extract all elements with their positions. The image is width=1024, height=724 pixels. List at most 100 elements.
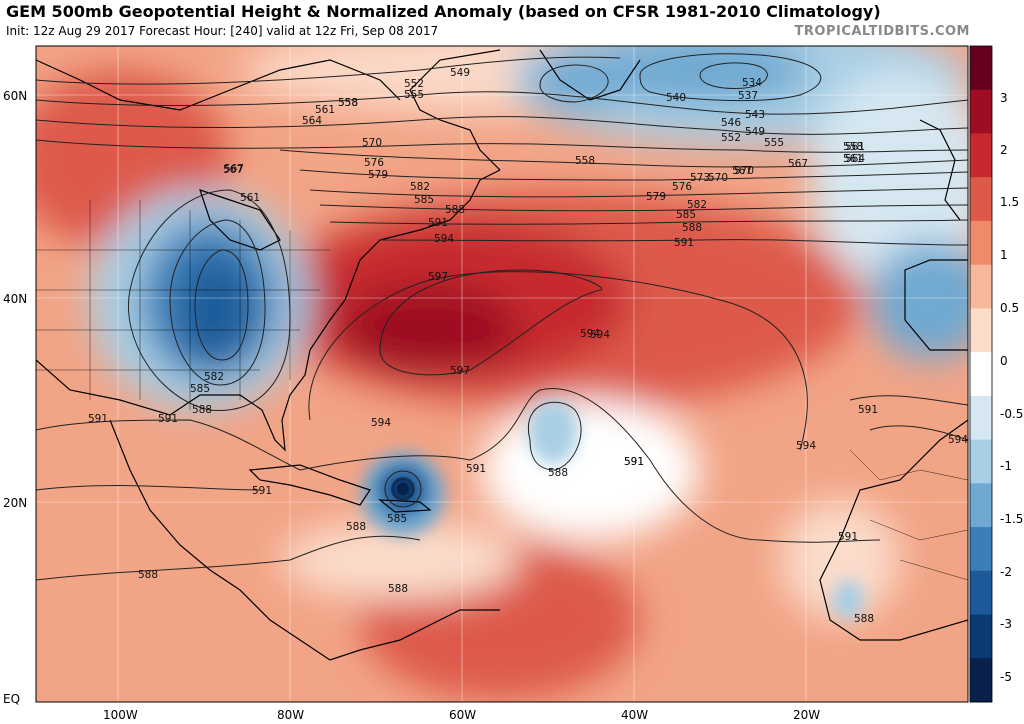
- map-frame: [35, 45, 969, 703]
- colorbar-swatch: [970, 483, 992, 528]
- contour-label: 591: [674, 237, 694, 249]
- contour-label: 567: [732, 165, 752, 177]
- colorbar-label: 2: [1000, 143, 1008, 157]
- colorbar-swatch: [970, 395, 992, 441]
- colorbar-swatch: [970, 46, 992, 91]
- contour-label: 594: [796, 440, 816, 452]
- contour-label: 588: [388, 583, 408, 595]
- contour-label: 585: [414, 194, 434, 206]
- contour-label: 597: [428, 271, 448, 283]
- contour-label: 588: [854, 613, 874, 625]
- colorbar-swatch: [970, 352, 992, 397]
- map-subtitle: Init: 12z Aug 29 2017 Forecast Hour: [24…: [6, 24, 439, 38]
- site-watermark: TROPICALTIDBITS.COM: [794, 24, 970, 39]
- contour-label: 588: [346, 521, 366, 533]
- contour-label: 582: [687, 199, 707, 211]
- colorbar-label: 3: [1000, 91, 1008, 105]
- contour-label: 591: [624, 456, 644, 468]
- contour-label: 576: [364, 157, 384, 169]
- contour-label: 561: [240, 192, 260, 204]
- colorbar-label: -5: [1000, 670, 1012, 684]
- contour-label: 588: [548, 467, 568, 479]
- colorbar-frame: [969, 45, 993, 703]
- contour-label: 552: [721, 132, 741, 144]
- lon-label-80w: 80W: [277, 708, 305, 722]
- contour-label: 591: [428, 217, 448, 229]
- contour-label: 555: [764, 137, 784, 149]
- colorbar-label: -2: [1000, 565, 1012, 579]
- colorbar-label: -0.5: [1000, 407, 1024, 421]
- contour-label: 588: [682, 222, 702, 234]
- lat-label-40n: 40N: [3, 292, 28, 306]
- contour-label: 561: [845, 141, 865, 153]
- colorbar-label: 1: [1000, 248, 1008, 262]
- contour-label: 594: [580, 328, 600, 340]
- colorbar-swatch: [970, 220, 992, 266]
- colorbar-swatch: [970, 439, 992, 484]
- contour-label: 579: [646, 191, 666, 203]
- contour-label: 588: [192, 404, 212, 416]
- contour-label: 594: [590, 329, 610, 341]
- contour-label: 561: [315, 104, 335, 116]
- contour-label: 534: [742, 77, 762, 89]
- colorbar-label: -1.5: [1000, 512, 1024, 526]
- contour-label: 549: [745, 126, 765, 138]
- contour-label: 555: [404, 89, 424, 101]
- contour-label: 561: [843, 153, 863, 165]
- contour-label: 591: [158, 413, 178, 425]
- contour-label: 558: [338, 97, 358, 109]
- lon-label-20w: 20W: [793, 708, 821, 722]
- contour-label: 591: [624, 456, 644, 468]
- colorbar-swatch: [970, 658, 992, 703]
- lon-label-60w: 60W: [449, 708, 477, 722]
- contour-label: 591: [858, 404, 878, 416]
- contour-label: 591: [466, 463, 486, 475]
- contour-label: 585: [387, 513, 407, 525]
- lon-label-40w: 40W: [621, 708, 649, 722]
- contour-label: 558: [843, 141, 863, 153]
- contour-label: 594: [371, 417, 391, 429]
- contour-label: 597: [450, 365, 470, 377]
- contour-label: 594: [434, 233, 454, 245]
- contour-label: 591: [252, 485, 272, 497]
- contour-label: 573: [690, 172, 710, 184]
- colorbar-label: -1: [1000, 459, 1012, 473]
- contour-label: 552: [404, 78, 424, 90]
- lat-label-eq: EQ: [3, 692, 21, 706]
- contour-label: 567: [224, 163, 244, 175]
- colorbar-swatch: [970, 89, 992, 134]
- contour-label: 585: [676, 209, 696, 221]
- lon-label-100w: 100W: [103, 708, 138, 722]
- contour-label: 543: [745, 109, 765, 121]
- contour-label: 588: [138, 569, 158, 581]
- contour-label: 585: [190, 383, 210, 395]
- contour-label: 594: [948, 434, 968, 446]
- contour-label: 567: [223, 164, 243, 176]
- contour-label: 564: [845, 153, 865, 165]
- contour-label: 564: [302, 115, 322, 127]
- contour-label: 579: [368, 169, 388, 181]
- colorbar-label: -3: [1000, 617, 1012, 631]
- colorbar-swatch: [970, 614, 992, 659]
- colorbar-swatch: [970, 264, 992, 309]
- colorbar-swatch: [970, 570, 992, 616]
- colorbar: [969, 45, 993, 703]
- lat-label-20n: 20N: [3, 496, 28, 510]
- contour-label: 591: [88, 413, 108, 425]
- colorbar-label: 0: [1000, 354, 1008, 368]
- contour-label: 549: [450, 67, 470, 79]
- contour-label: 537: [738, 90, 758, 102]
- contour-label: 582: [410, 181, 430, 193]
- contour-label: 588: [445, 204, 465, 216]
- contour-label: 546: [721, 117, 741, 129]
- contour-label: 570: [362, 137, 382, 149]
- colorbar-swatch: [970, 527, 992, 572]
- contour-label: 558: [575, 155, 595, 167]
- contour-label: 582: [204, 371, 224, 383]
- colorbar-swatch: [970, 177, 992, 222]
- contour-label: 570: [708, 172, 728, 184]
- contour-label: 570: [734, 165, 754, 177]
- contour-label: 558: [338, 97, 358, 109]
- colorbar-label: 0.5: [1000, 301, 1020, 315]
